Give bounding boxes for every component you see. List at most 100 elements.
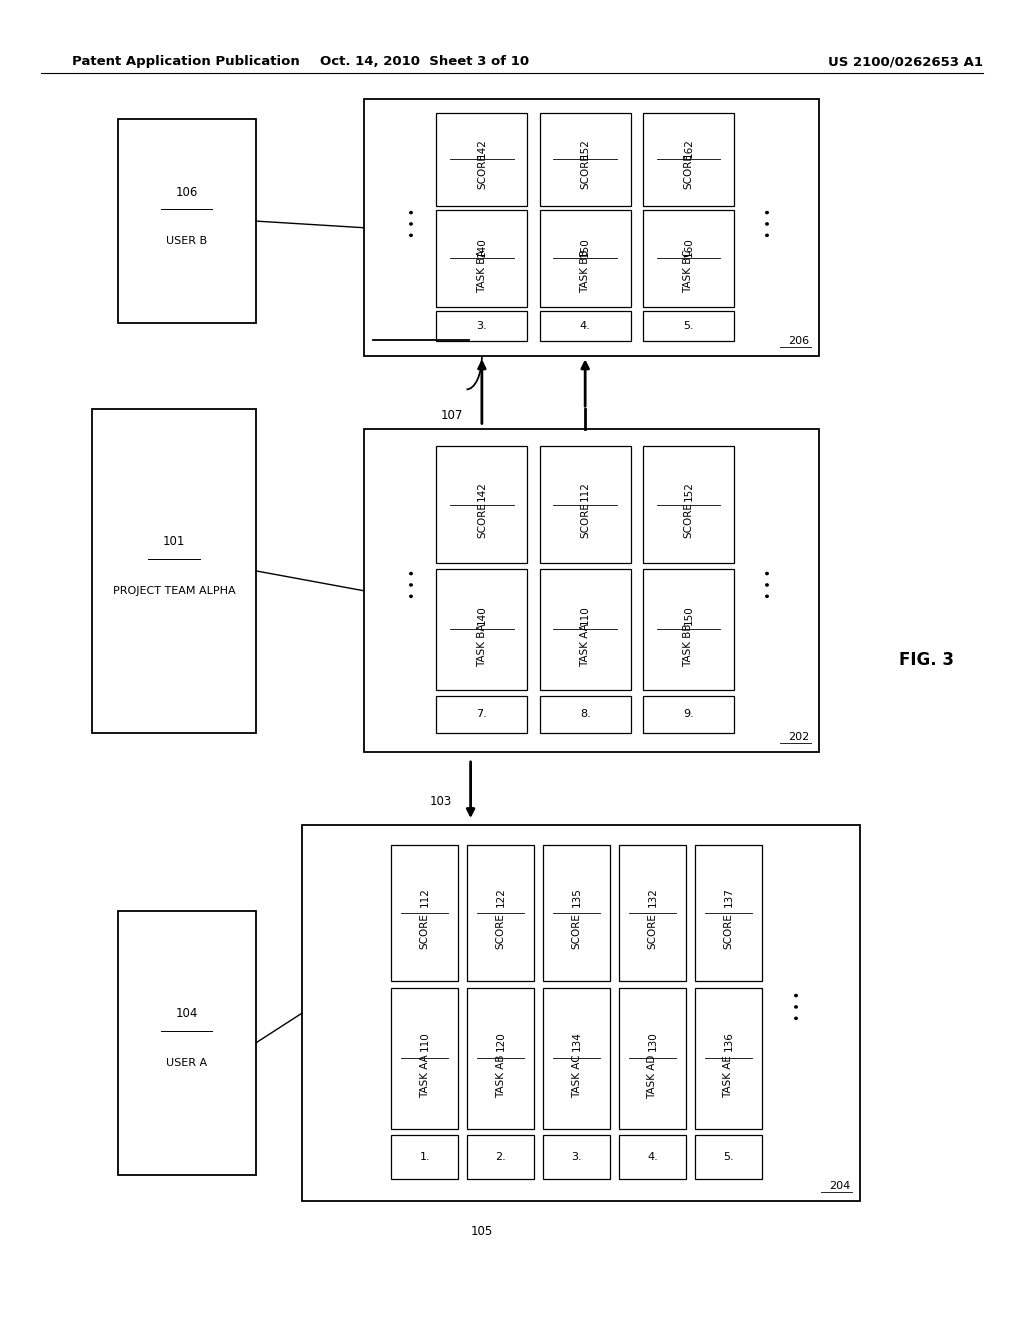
- Text: Oct. 14, 2010  Sheet 3 of 10: Oct. 14, 2010 Sheet 3 of 10: [321, 55, 529, 69]
- Text: PROJECT TEAM ALPHA: PROJECT TEAM ALPHA: [113, 586, 236, 595]
- Bar: [620, 845, 686, 981]
- Text: 5.: 5.: [683, 321, 694, 331]
- Text: 136: 136: [723, 1031, 733, 1051]
- Text: 152: 152: [683, 480, 693, 500]
- Text: TASK BB: TASK BB: [683, 623, 693, 667]
- Bar: [467, 987, 535, 1129]
- Text: 3.: 3.: [476, 321, 487, 331]
- Text: 7.: 7.: [476, 709, 487, 719]
- Bar: [391, 987, 458, 1129]
- Text: TASK AC: TASK AC: [571, 1055, 582, 1098]
- Text: 162: 162: [683, 139, 693, 158]
- Text: 120: 120: [496, 1031, 506, 1051]
- Text: 152: 152: [581, 139, 590, 158]
- Text: 206: 206: [787, 335, 809, 346]
- Text: 105: 105: [471, 1225, 493, 1238]
- Bar: [540, 210, 631, 306]
- Bar: [302, 825, 860, 1201]
- Text: 101: 101: [163, 536, 185, 548]
- Text: 150: 150: [581, 238, 590, 257]
- Text: 110: 110: [581, 605, 590, 624]
- Bar: [540, 569, 631, 690]
- Text: 135: 135: [571, 887, 582, 907]
- Text: • • •: • • •: [763, 207, 775, 238]
- Text: SCORE: SCORE: [647, 912, 657, 949]
- Text: 140: 140: [477, 605, 486, 624]
- Bar: [695, 987, 762, 1129]
- Bar: [391, 845, 458, 981]
- Text: 204: 204: [828, 1180, 850, 1191]
- Text: US 2100/0262653 A1: US 2100/0262653 A1: [828, 55, 983, 69]
- Text: SCORE: SCORE: [477, 153, 486, 189]
- Text: • • •: • • •: [763, 569, 775, 599]
- Bar: [643, 114, 734, 206]
- Text: SCORE: SCORE: [496, 912, 506, 949]
- Text: 104: 104: [176, 1007, 198, 1020]
- Bar: [643, 210, 734, 306]
- Text: 4.: 4.: [580, 321, 591, 331]
- Text: 9.: 9.: [683, 709, 694, 719]
- Text: SCORE: SCORE: [723, 912, 733, 949]
- Text: 122: 122: [496, 887, 506, 907]
- Bar: [540, 446, 631, 562]
- Text: TASK AE: TASK AE: [723, 1055, 733, 1098]
- Bar: [620, 987, 686, 1129]
- Bar: [643, 312, 734, 341]
- Text: 107: 107: [441, 409, 464, 422]
- Bar: [364, 99, 819, 356]
- Text: • • •: • • •: [408, 569, 420, 599]
- Text: TASK BA: TASK BA: [477, 623, 486, 667]
- Text: 112: 112: [581, 480, 590, 500]
- Text: 202: 202: [787, 731, 809, 742]
- Text: 1.: 1.: [420, 1152, 430, 1162]
- Bar: [540, 696, 631, 733]
- Text: SCORE: SCORE: [571, 912, 582, 949]
- Text: 8.: 8.: [580, 709, 591, 719]
- Text: SCORE: SCORE: [581, 502, 590, 537]
- Text: 130: 130: [647, 1031, 657, 1051]
- Bar: [391, 1135, 458, 1179]
- Bar: [620, 1135, 686, 1179]
- Text: TASK AA: TASK AA: [581, 623, 590, 667]
- Text: SCORE: SCORE: [477, 502, 486, 537]
- Text: 142: 142: [477, 480, 486, 500]
- Text: 4.: 4.: [647, 1152, 657, 1162]
- Bar: [118, 119, 256, 323]
- Text: 160: 160: [683, 238, 693, 257]
- Bar: [643, 446, 734, 562]
- Bar: [364, 429, 819, 752]
- Text: Patent Application Publication: Patent Application Publication: [72, 55, 299, 69]
- Text: 5.: 5.: [723, 1152, 733, 1162]
- Text: 110: 110: [420, 1031, 430, 1051]
- Text: 132: 132: [647, 887, 657, 907]
- Bar: [543, 1135, 610, 1179]
- Bar: [436, 446, 527, 562]
- Text: TASK BC: TASK BC: [683, 249, 693, 293]
- Text: 140: 140: [477, 238, 486, 257]
- Bar: [436, 210, 527, 306]
- Text: TASK BA: TASK BA: [477, 249, 486, 293]
- Bar: [543, 845, 610, 981]
- Text: USER B: USER B: [166, 236, 208, 246]
- Bar: [436, 312, 527, 341]
- Text: TASK AA: TASK AA: [420, 1055, 430, 1098]
- Bar: [436, 569, 527, 690]
- Text: SCORE: SCORE: [683, 153, 693, 189]
- Bar: [436, 696, 527, 733]
- Text: 3.: 3.: [571, 1152, 582, 1162]
- Text: TASK AD: TASK AD: [647, 1055, 657, 1098]
- Bar: [695, 845, 762, 981]
- Bar: [92, 409, 256, 733]
- Bar: [643, 696, 734, 733]
- Bar: [540, 114, 631, 206]
- Text: 142: 142: [477, 139, 486, 158]
- Bar: [540, 312, 631, 341]
- Text: SCORE: SCORE: [420, 912, 430, 949]
- Text: • • •: • • •: [408, 207, 420, 238]
- Bar: [118, 911, 256, 1175]
- Bar: [643, 569, 734, 690]
- Text: 106: 106: [176, 186, 198, 198]
- Bar: [467, 845, 535, 981]
- Text: 134: 134: [571, 1031, 582, 1051]
- Text: TASK AB: TASK AB: [496, 1055, 506, 1098]
